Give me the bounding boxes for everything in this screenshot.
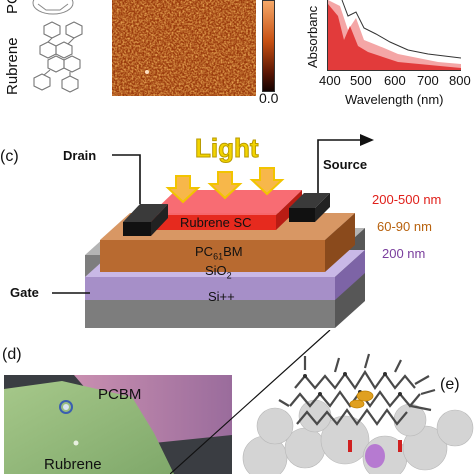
zoom-connector-lines [170, 330, 331, 474]
panel-c-letter: (c) [0, 148, 19, 165]
pcbm-thickness: 60-90 nm [377, 219, 432, 234]
afm-colorbar [262, 0, 275, 92]
panel-d-letter: (d) [2, 346, 22, 363]
xtick: 800 [449, 73, 471, 88]
absorbance-plot [327, 0, 461, 71]
xtick: 600 [384, 73, 406, 88]
drain-label: Drain [63, 148, 97, 163]
molecule-label-rubrene: Rubrene [4, 37, 21, 95]
rubrene-structure-icon [33, 21, 83, 93]
panel-e-letter: (e) [440, 376, 460, 393]
source-label: Source [323, 157, 368, 172]
fullerene-structure-icon [32, 0, 74, 15]
molecular-packing-render [235, 348, 474, 474]
absorbance-ylabel: Absorbanc [305, 5, 320, 68]
si-layer-label: Si++ [208, 289, 235, 304]
molecule-label-pcbm: PC [4, 0, 21, 14]
light-label: Light [195, 133, 260, 164]
xtick: 500 [350, 73, 372, 88]
ofet-device-schematic [52, 134, 374, 328]
pcbm-layer-label: PC61BM [195, 244, 243, 262]
micrograph-pcbm-label: PCBM [98, 386, 142, 403]
xtick: 400 [319, 73, 341, 88]
rubrene-thickness: 200-500 nm [372, 192, 442, 207]
gate-label: Gate [10, 285, 39, 300]
colorbar-min-label: 0.0 [259, 90, 279, 106]
absorbance-xlabel: Wavelength (nm) [345, 92, 444, 107]
sio2-thickness: 200 nm [382, 246, 426, 261]
optical-micrograph [4, 375, 232, 474]
afm-topography-image [112, 0, 256, 96]
micrograph-rubrene-label: Rubrene [44, 456, 102, 473]
xtick: 700 [417, 73, 439, 88]
sio2-layer-label: SiO2 [205, 263, 232, 281]
rubrene-layer-label: Rubrene SC [180, 215, 252, 230]
